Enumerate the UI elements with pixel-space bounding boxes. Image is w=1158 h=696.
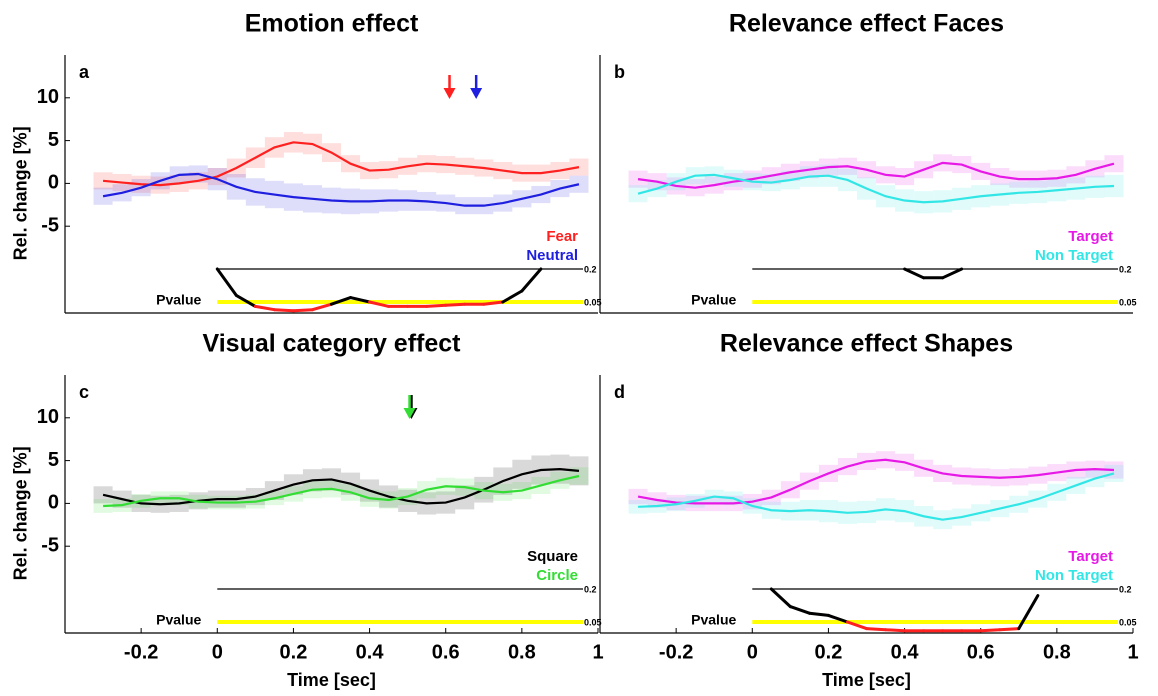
pvalue-tick-label: 0.05	[584, 297, 602, 307]
pvalue-curve	[826, 613, 849, 624]
pvalue-curve	[998, 627, 1021, 632]
pvalue-label: Pvalue	[691, 292, 736, 308]
y-tick-label: -5	[41, 214, 59, 236]
pvalue-tick-label: 0.2	[584, 264, 597, 274]
arrow-head	[443, 88, 456, 99]
pvalue-curve	[1017, 594, 1040, 631]
pvalue-label: Pvalue	[156, 612, 201, 628]
legend-entry: Neutral	[526, 247, 578, 264]
pvalue-curve	[234, 293, 257, 308]
pvalue-curve	[425, 303, 448, 308]
x-tick-label: 0	[747, 641, 758, 663]
pvalue-curve	[941, 267, 964, 280]
pvalue-curve	[482, 300, 505, 306]
y-tick-label: 0	[48, 172, 59, 194]
x-tick-label: 0.6	[967, 641, 995, 663]
pvalue-curve	[272, 308, 295, 313]
panel-title: Relevance effect Shapes	[720, 330, 1013, 358]
panel-letter: b	[614, 62, 625, 82]
pvalue-curve	[310, 302, 333, 312]
x-tick-label: 0.8	[508, 641, 536, 663]
x-tick-label: 1	[592, 641, 603, 663]
panel-letter: d	[614, 382, 625, 402]
panel-letter: a	[79, 62, 90, 82]
panel-title: Visual category effect	[203, 330, 462, 358]
pvalue-curve	[979, 628, 1002, 633]
pvalue-curve	[788, 605, 811, 615]
x-tick-label: 0.8	[1043, 641, 1071, 663]
legend-entry: Fear	[546, 228, 578, 245]
x-tick-label: 0.2	[280, 641, 308, 663]
arrow-head	[470, 88, 483, 99]
series-line	[102, 172, 580, 207]
series-line	[102, 141, 580, 187]
error-band	[1104, 464, 1124, 482]
y-tick-label: 5	[48, 129, 59, 151]
pvalue-curve	[444, 302, 467, 307]
y-tick-label: 10	[37, 406, 59, 428]
x-tick-label: 0.2	[815, 641, 843, 663]
pvalue-curve	[368, 300, 391, 308]
pvalue-curve	[884, 628, 907, 633]
pvalue-curve	[807, 611, 830, 617]
legend-entry: Non Target	[1035, 247, 1113, 264]
series-line	[103, 474, 580, 508]
time-arrow	[443, 75, 456, 99]
pvalue-tick-label: 0.2	[1119, 264, 1132, 274]
legend-entry: Non Target	[1035, 567, 1113, 584]
pvalue-tick-label: 0.05	[1119, 297, 1137, 307]
error-band	[1104, 174, 1124, 198]
y-tick-label: -5	[41, 534, 59, 556]
y-axis-label: Rel. change [%]	[11, 126, 31, 260]
x-axis-label: Time [sec]	[287, 670, 376, 690]
y-tick-label: 10	[37, 86, 59, 108]
pvalue-curve	[330, 296, 353, 306]
series-line	[102, 468, 580, 506]
x-tick-label: 0.4	[891, 641, 920, 663]
x-tick-label: -0.2	[659, 641, 693, 663]
x-tick-label: 1	[1127, 641, 1138, 663]
pvalue-tick-label: 0.05	[584, 617, 602, 627]
pvalue-curve	[903, 267, 926, 280]
x-tick-label: -0.2	[124, 641, 158, 663]
pvalue-tick-label: 0.05	[1119, 617, 1137, 627]
pvalue-curve	[769, 587, 792, 609]
legend-entry: Target	[1068, 228, 1113, 245]
pvalue-curve	[865, 627, 888, 632]
pvalue-curve	[520, 267, 543, 293]
legend-entry: Target	[1068, 548, 1113, 565]
pvalue-label: Pvalue	[691, 612, 736, 628]
series-line	[638, 472, 1115, 521]
pvalue-curve	[501, 289, 524, 304]
panel-letter: c	[79, 382, 89, 402]
legend-entry: Square	[527, 548, 578, 565]
panel-title: Emotion effect	[245, 10, 419, 38]
x-axis-label: Time [sec]	[822, 670, 911, 690]
series-line	[637, 161, 1115, 189]
series-line	[637, 458, 1115, 505]
legend-entry: Circle	[536, 567, 578, 584]
time-arrow	[470, 75, 483, 99]
panel-title: Relevance effect Faces	[729, 10, 1004, 38]
y-tick-label: 5	[48, 449, 59, 471]
pvalue-curve	[291, 308, 314, 313]
y-axis-label: Rel. change [%]	[11, 446, 31, 580]
pvalue-curve	[845, 620, 868, 631]
pvalue-curve	[253, 304, 276, 312]
y-tick-label: 0	[48, 492, 59, 514]
arrow-head	[403, 408, 416, 419]
time-arrow	[403, 395, 416, 419]
x-tick-label: 0.6	[432, 641, 460, 663]
pvalue-tick-label: 0.2	[584, 584, 597, 594]
error-band	[1104, 155, 1124, 173]
x-tick-label: 0.4	[356, 641, 385, 663]
pvalue-label: Pvalue	[156, 292, 201, 308]
pvalue-curve	[349, 296, 372, 304]
pvalue-curve	[215, 267, 238, 297]
x-tick-label: 0	[212, 641, 223, 663]
pvalue-tick-label: 0.2	[1119, 584, 1132, 594]
series-line	[637, 173, 1115, 204]
